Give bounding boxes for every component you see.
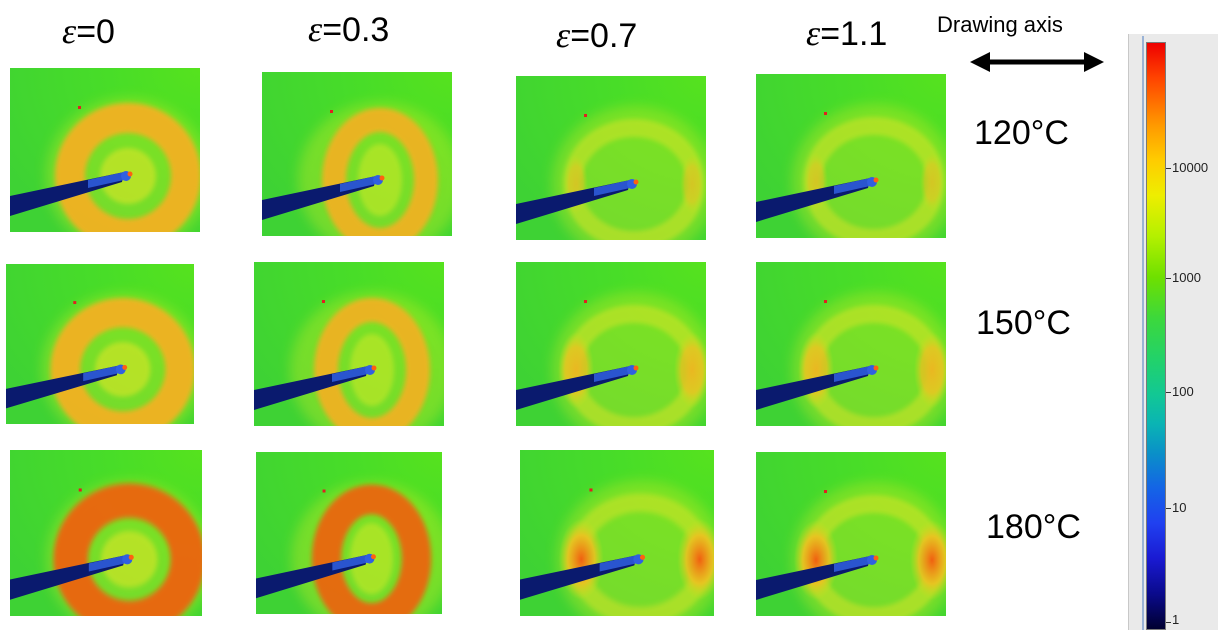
strain-value: =0 xyxy=(76,13,115,51)
saxs-pattern-150c-strain-0.7 xyxy=(516,262,706,426)
scattering-pattern-graphic xyxy=(256,481,442,614)
column-label-strain-1.1: ε=1.1 xyxy=(806,12,887,54)
double-arrow-icon xyxy=(970,52,1104,72)
colorbar-tick xyxy=(1166,622,1171,623)
colorbar-label-10: 10 xyxy=(1172,500,1187,515)
epsilon-symbol: ε xyxy=(806,13,821,53)
saxs-pattern-120c-strain-0.3 xyxy=(262,72,452,236)
strain-value: =0.3 xyxy=(322,11,390,49)
row-label-150c: 150°C xyxy=(976,304,1071,342)
intensity-colorbar xyxy=(1146,42,1166,630)
epsilon-symbol: ε xyxy=(308,9,323,49)
colorbar-tick xyxy=(1166,168,1171,169)
saxs-pattern-120c-strain-0 xyxy=(10,68,200,232)
saxs-pattern-120c-strain-1.1 xyxy=(756,74,946,238)
scattering-pattern-graphic xyxy=(516,106,706,240)
scattering-pattern-graphic xyxy=(6,293,194,424)
colorbar-tick xyxy=(1166,278,1171,279)
scattering-pattern-graphic xyxy=(516,292,706,426)
saxs-pattern-150c-strain-0.3 xyxy=(254,262,444,426)
scattering-pattern-graphic xyxy=(10,98,200,232)
saxs-pattern-180c-strain-0.3 xyxy=(256,452,442,614)
saxs-pattern-180c-strain-1.1 xyxy=(756,452,946,616)
colorbar-tick xyxy=(1166,392,1171,393)
strain-value: =1.1 xyxy=(820,15,888,53)
saxs-pattern-120c-strain-0.7 xyxy=(516,76,706,240)
epsilon-symbol: ε xyxy=(62,11,77,51)
scattering-pattern-graphic xyxy=(756,482,946,616)
colorbar-label-1000: 1000 xyxy=(1172,270,1201,285)
scattering-pattern-graphic xyxy=(262,102,452,236)
scattering-pattern-graphic xyxy=(756,292,946,426)
scattering-pattern-graphic xyxy=(254,292,444,426)
column-label-strain-0.7: ε=0.7 xyxy=(556,14,637,56)
strain-value: =0.7 xyxy=(570,17,638,55)
column-label-strain-0.3: ε=0.3 xyxy=(308,8,389,50)
epsilon-symbol: ε xyxy=(556,15,571,55)
saxs-pattern-180c-strain-0.7 xyxy=(520,450,714,616)
scattering-pattern-graphic xyxy=(10,480,202,616)
colorbar-label-1: 1 xyxy=(1172,612,1180,627)
colorbar-tick xyxy=(1166,508,1171,509)
drawing-axis-label: Drawing axis xyxy=(937,12,1063,37)
scattering-pattern-graphic xyxy=(756,104,946,238)
colorbar-divider xyxy=(1142,36,1144,630)
colorbar-label-10000: 10000 xyxy=(1172,160,1209,175)
colorbar-label-100: 100 xyxy=(1172,384,1194,399)
saxs-pattern-150c-strain-1.1 xyxy=(756,262,946,426)
saxs-pattern-180c-strain-0 xyxy=(10,450,202,616)
saxs-pattern-150c-strain-0 xyxy=(6,264,194,424)
row-label-180c: 180°C xyxy=(986,508,1081,546)
column-label-strain-0: ε=0 xyxy=(62,10,115,52)
row-label-120c: 120°C xyxy=(974,114,1069,152)
scattering-pattern-graphic xyxy=(520,480,714,616)
